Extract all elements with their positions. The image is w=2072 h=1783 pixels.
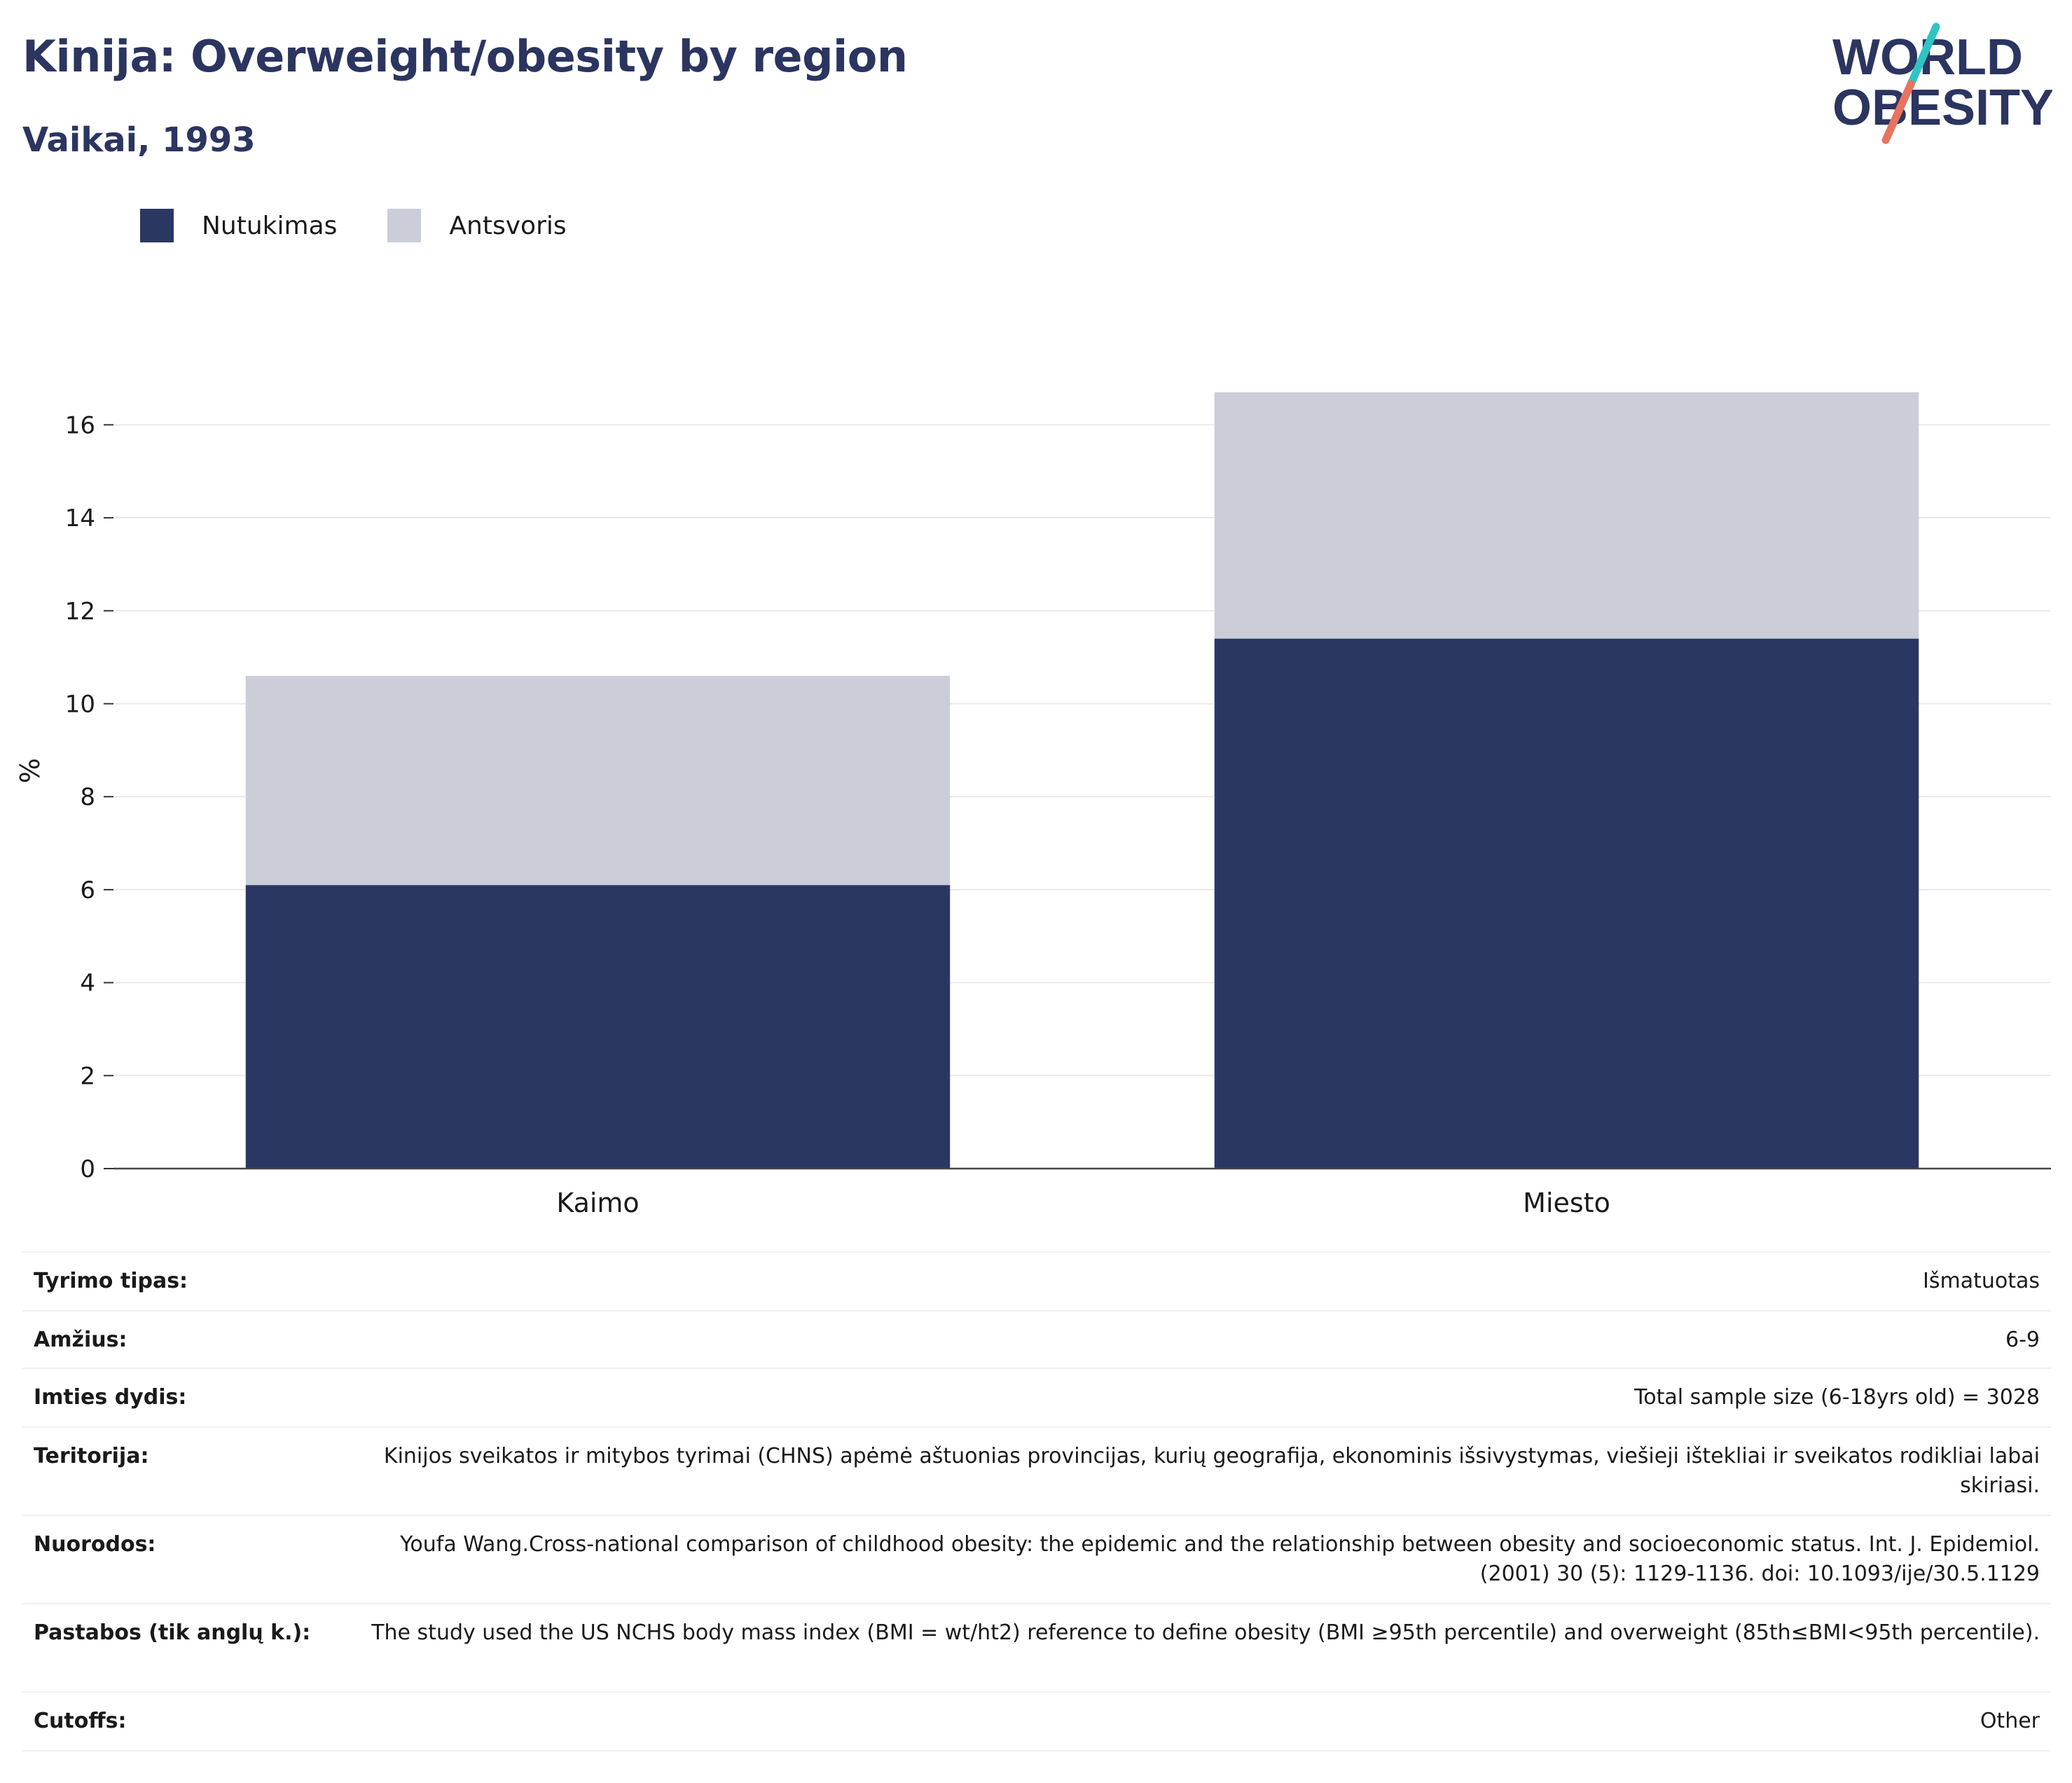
legend-swatch-obesity: [140, 209, 174, 242]
y-tick-label: 0: [80, 1155, 95, 1183]
bar-obesity-kaimo[interactable]: [245, 885, 951, 1169]
info-value: Išmatuotas: [1923, 1269, 2040, 1293]
y-tick-label: 4: [80, 970, 95, 998]
x-category-label: Kaimo: [556, 1187, 639, 1218]
y-tick-label: 8: [80, 783, 95, 811]
logo-slash-coral: [1881, 80, 1915, 144]
axis-layer: 0 2 4 6 8 10 12 14 16 Kaimo Miesto: [65, 411, 2051, 1218]
logo-slash-teal: [1907, 22, 1940, 88]
info-key: Amžius:: [34, 1328, 127, 1352]
y-tick-label: 10: [65, 690, 95, 718]
chart-subtitle: Vaikai, 1993: [22, 121, 256, 160]
info-key: Cutoffs:: [34, 1709, 127, 1733]
y-tick-label: 14: [65, 504, 95, 532]
study-info-table: Tyrimo tipas: Išmatuotas Amžius: 6-9 Imties …: [22, 1251, 2051, 1751]
legend-label-obesity: Nutukimas: [202, 211, 338, 240]
legend-swatch-overweight: [387, 209, 422, 242]
info-row: Imties dydis: Total sample size (6-18yrs …: [22, 1368, 2051, 1427]
stacked-bar-chart: 0 2 4 6 8 10 12 14 16 Kaimo Miesto %: [15, 392, 2051, 1218]
y-tick-label: 6: [80, 876, 95, 904]
info-value: The study used the US NCHS body mass ind…: [371, 1620, 2040, 1645]
info-value: 6-9: [2005, 1328, 2040, 1352]
legend-item-obesity[interactable]: Nutukimas: [140, 209, 337, 242]
info-row: Pastabos (tik anglų k.): The study used t…: [22, 1604, 2051, 1692]
y-tick-label: 12: [65, 598, 95, 626]
info-key: Imties dydis:: [34, 1385, 187, 1410]
info-value: Youfa Wang.Cross-national comparison of …: [400, 1532, 2040, 1586]
info-key: Tyrimo tipas:: [34, 1269, 188, 1293]
info-row: Cutoffs: Other: [22, 1692, 2051, 1751]
y-tick-label: 16: [65, 411, 95, 439]
bar-overweight-miesto[interactable]: [1214, 392, 1919, 639]
legend-item-overweight[interactable]: Antsvoris: [387, 209, 567, 242]
logo-text-obesity: OBESITY: [1832, 80, 2052, 136]
chart-legend: Nutukimas Antsvoris: [140, 209, 617, 242]
world-obesity-logo: WORLD OBESITY: [1832, 22, 2052, 144]
info-key: Pastabos (tik anglų k.):: [34, 1620, 311, 1645]
info-value: Kinijos sveikatos ir mitybos tyrimai (CH…: [383, 1444, 2040, 1498]
info-key: Teritorija:: [34, 1444, 149, 1468]
info-value: Total sample size (6-18yrs old) = 3028: [1634, 1385, 2040, 1410]
bar-overweight-kaimo[interactable]: [245, 675, 951, 886]
y-axis-title: %: [15, 758, 46, 783]
info-row: Nuorodos: Youfa Wang.Cross-national compa…: [22, 1515, 2051, 1604]
chart-title: Kinija: Overweight/obesity by region: [22, 31, 908, 82]
legend-label-overweight: Antsvoris: [449, 211, 567, 240]
bar-layer: [245, 392, 1919, 1169]
info-row: Teritorija: Kinijos sveikatos ir mitybos …: [22, 1427, 2051, 1515]
y-tick-label: 2: [80, 1062, 95, 1090]
info-key: Nuorodos:: [34, 1532, 156, 1557]
info-value: Other: [1980, 1709, 2040, 1733]
x-category-label: Miesto: [1523, 1187, 1610, 1218]
info-row: Tyrimo tipas: Išmatuotas: [22, 1252, 2051, 1311]
info-row: Amžius: 6-9: [22, 1311, 2051, 1368]
bar-obesity-miesto[interactable]: [1214, 638, 1919, 1169]
